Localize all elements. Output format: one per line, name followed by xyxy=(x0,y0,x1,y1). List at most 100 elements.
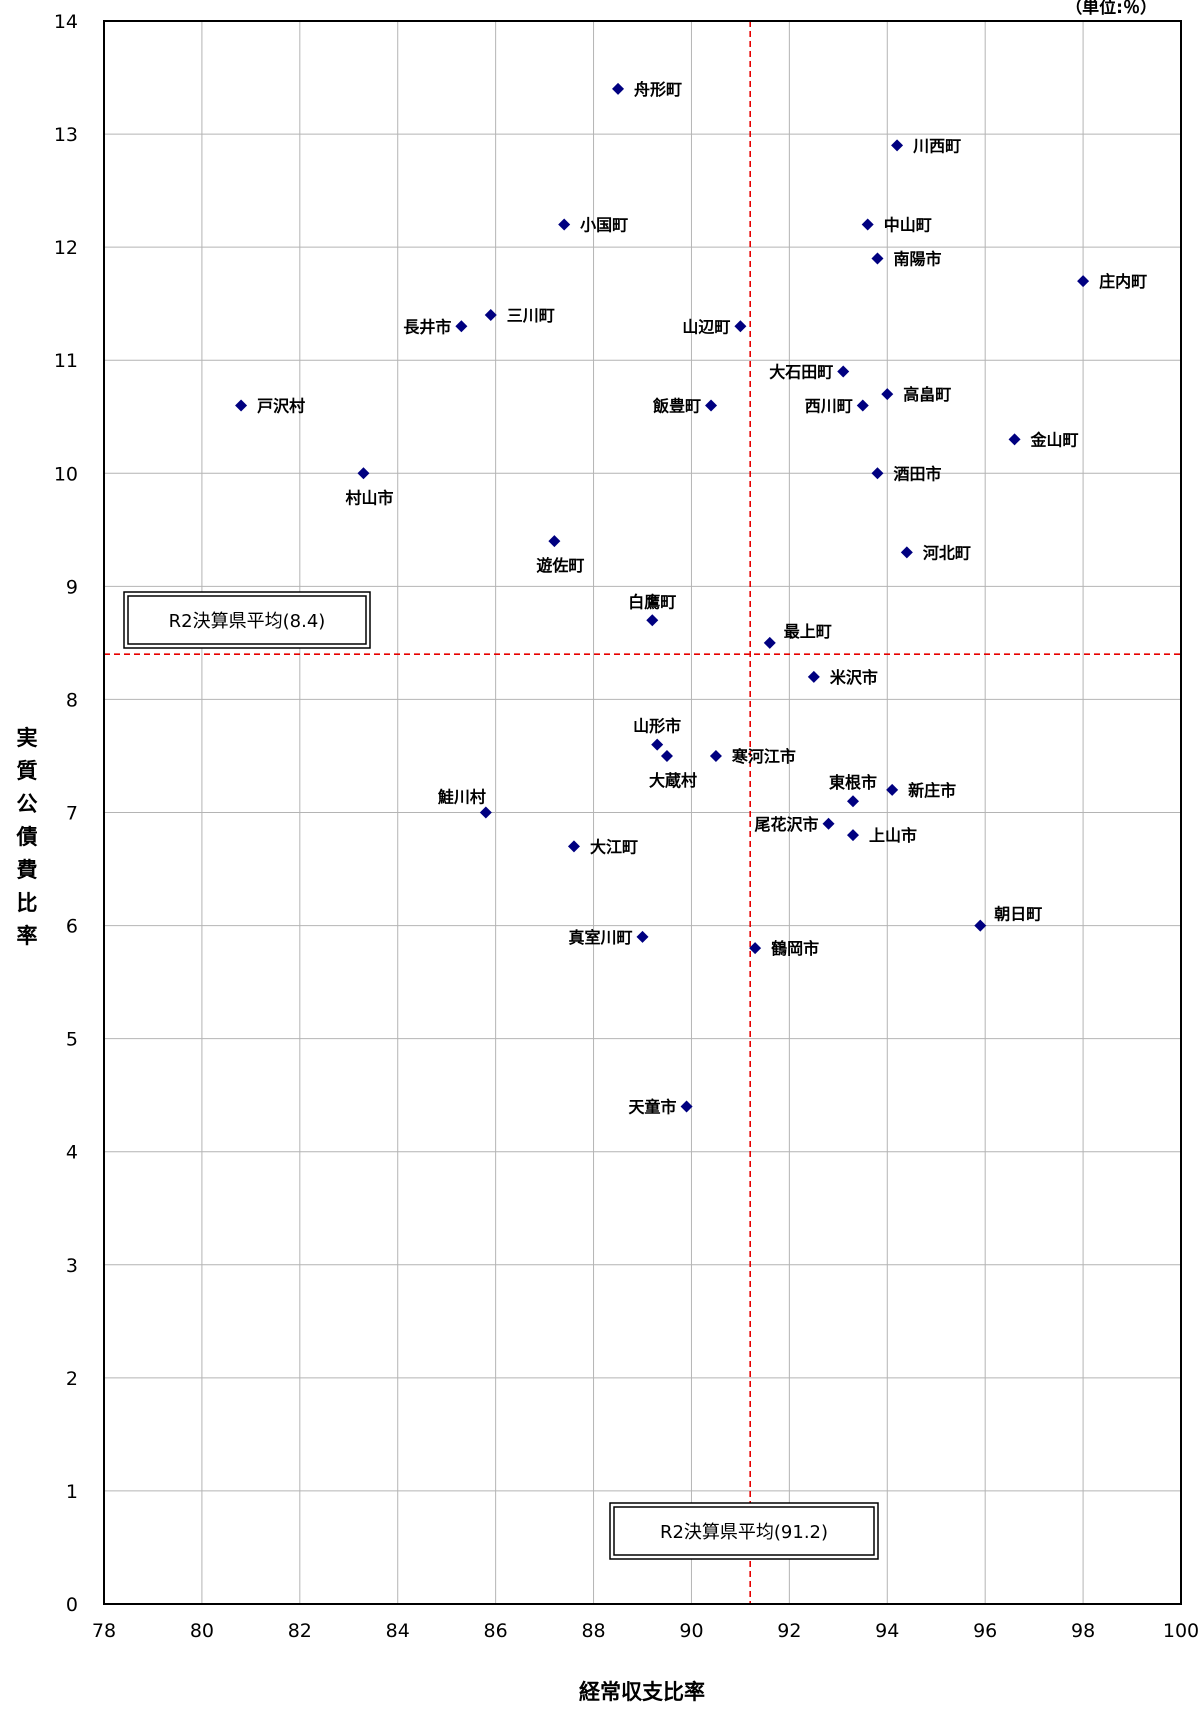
reference-box-outer xyxy=(609,1502,879,1560)
y-tick-label: 0 xyxy=(66,1594,78,1616)
point-label: 尾花沢市 xyxy=(755,815,819,834)
point-label: 山辺町 xyxy=(682,317,730,336)
point-label: 白鷹町 xyxy=(628,592,676,611)
point-label: 三川町 xyxy=(507,306,555,325)
x-tick-label: 84 xyxy=(386,1620,410,1642)
reference-box-inner xyxy=(613,1506,875,1556)
point-label: 上山市 xyxy=(869,826,917,845)
point-label: 小国町 xyxy=(580,216,628,235)
data-point xyxy=(612,82,625,95)
point-label: 鶴岡市 xyxy=(771,939,819,958)
point-label: 大石田町 xyxy=(769,363,833,382)
data-point xyxy=(974,919,987,932)
data-point xyxy=(900,546,913,559)
point-label: 遊佐町 xyxy=(536,556,584,575)
y-tick-label: 9 xyxy=(66,576,78,598)
data-point xyxy=(709,749,722,762)
point-label: 高畠町 xyxy=(903,385,951,404)
x-tick-label: 80 xyxy=(190,1620,214,1642)
reference-box-outer xyxy=(123,591,371,649)
point-label: 鮭川村 xyxy=(437,788,486,807)
y-tick-label: 12 xyxy=(54,237,78,259)
x-tick-label: 88 xyxy=(581,1620,605,1642)
data-point xyxy=(1077,275,1090,288)
point-label: 庄内町 xyxy=(1099,272,1147,291)
data-point xyxy=(847,829,860,842)
point-label: 新庄市 xyxy=(908,781,956,800)
data-point xyxy=(886,783,899,796)
point-label: 大江町 xyxy=(590,837,638,856)
y-axis-label-char: 実 xyxy=(17,726,38,750)
point-label: 南陽市 xyxy=(893,249,941,268)
x-tick-label: 90 xyxy=(679,1620,703,1642)
data-point xyxy=(807,670,820,683)
data-point xyxy=(861,218,874,231)
point-label: 川西町 xyxy=(912,136,961,155)
y-tick-label: 3 xyxy=(66,1255,78,1277)
point-label: 大蔵村 xyxy=(649,771,697,790)
y-tick-label: 13 xyxy=(54,124,78,146)
y-tick-label: 5 xyxy=(66,1029,78,1051)
data-point xyxy=(871,252,884,265)
point-label: 米沢市 xyxy=(830,668,878,687)
data-point xyxy=(847,795,860,808)
x-tick-label: 94 xyxy=(875,1620,899,1642)
data-point xyxy=(837,365,850,378)
reference-label-box: R2決算県平均(91.2) xyxy=(609,1502,879,1560)
y-axis-label-char: 債 xyxy=(16,825,38,849)
data-point xyxy=(479,806,492,819)
reference-label-box: R2決算県平均(8.4) xyxy=(123,591,371,649)
y-tick-label: 8 xyxy=(66,689,78,711)
point-label: 戸沢村 xyxy=(257,396,305,415)
reference-label: R2決算県平均(91.2) xyxy=(660,1522,828,1543)
y-tick-label: 2 xyxy=(66,1368,78,1390)
point-label: 飯豊町 xyxy=(652,396,701,415)
x-tick-label: 96 xyxy=(973,1620,997,1642)
y-tick-label: 1 xyxy=(66,1481,78,1503)
data-point xyxy=(484,308,497,321)
data-point xyxy=(763,636,776,649)
point-label: 金山町 xyxy=(1030,430,1079,449)
x-axis-label: 経常収支比率 xyxy=(579,1680,705,1704)
unit-note: （単位:％） xyxy=(1065,0,1157,18)
data-point xyxy=(651,738,664,751)
point-label: 寒河江市 xyxy=(731,747,796,766)
x-tick-label: 78 xyxy=(92,1620,116,1642)
point-label: 村山市 xyxy=(345,488,393,507)
plot-frame xyxy=(103,20,1182,1605)
reference-box-inner xyxy=(127,595,367,645)
y-tick-label: 6 xyxy=(66,916,78,938)
data-point xyxy=(705,399,718,412)
point-label: 西川町 xyxy=(805,396,853,415)
data-point xyxy=(235,399,248,412)
point-label: 最上町 xyxy=(784,622,832,641)
y-tick-label: 14 xyxy=(54,11,78,33)
grid-lines xyxy=(103,20,1182,1605)
data-point xyxy=(646,614,659,627)
point-label: 天童市 xyxy=(629,1097,677,1116)
point-label: 山形市 xyxy=(633,717,681,736)
data-point xyxy=(548,535,561,548)
axis-ticks: 78 80 82 84 86 88 90 92 94 96 98 100012345678910111… xyxy=(54,11,1199,1642)
x-tick-label: 92 xyxy=(777,1620,801,1642)
point-label: 河北町 xyxy=(923,543,971,562)
y-axis-label-char: 比 xyxy=(17,891,38,915)
point-label: 真室川町 xyxy=(568,928,632,947)
data-point xyxy=(567,840,580,853)
x-tick-label: 86 xyxy=(484,1620,508,1642)
data-point xyxy=(749,942,762,955)
reference-label: R2決算県平均(8.4) xyxy=(169,611,326,632)
data-point xyxy=(636,930,649,943)
data-point xyxy=(856,399,869,412)
y-axis-label-char: 費 xyxy=(17,858,38,882)
data-point xyxy=(558,218,571,231)
y-axis-label-char: 率 xyxy=(17,924,38,948)
y-tick-label: 7 xyxy=(66,803,78,825)
reference-labels: R2決算県平均(91.2) R2決算県平均(8.4) xyxy=(123,591,879,1560)
point-label: 舟形町 xyxy=(634,80,682,99)
point-label: 酒田市 xyxy=(893,464,941,483)
x-tick-label: 98 xyxy=(1071,1620,1095,1642)
data-point xyxy=(660,749,673,762)
